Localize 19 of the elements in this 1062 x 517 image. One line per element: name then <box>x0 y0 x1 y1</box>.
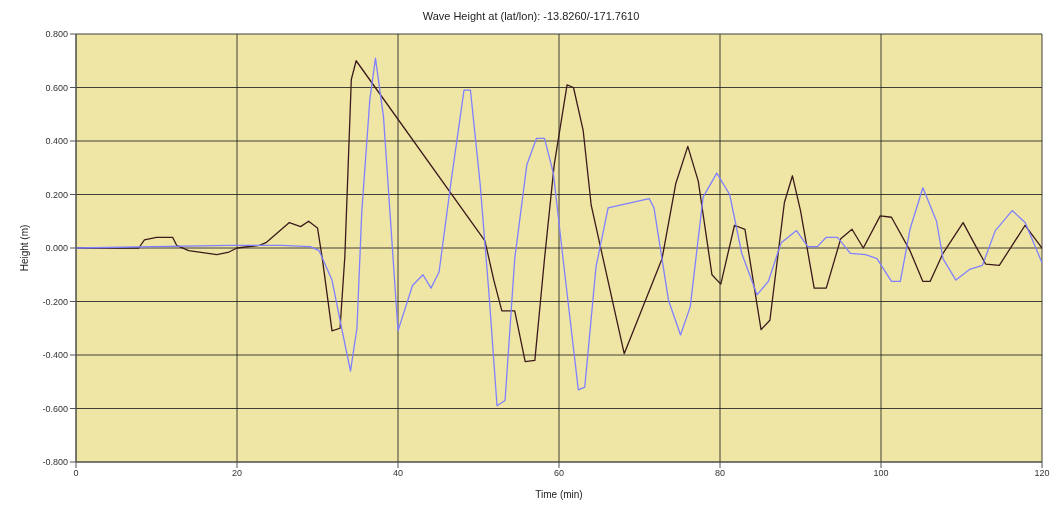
x-tick-label: 40 <box>392 468 404 479</box>
y-tick-label: -0.800 <box>42 457 68 468</box>
x-axis-title: Time (min) <box>535 489 583 500</box>
y-tick-label: -0.400 <box>42 350 68 361</box>
x-tick-label: 20 <box>231 468 243 479</box>
y-tick-label: 0.800 <box>45 29 68 40</box>
y-tick-label: -0.200 <box>42 296 68 307</box>
x-tick-label: 60 <box>553 468 565 479</box>
y-tick-label: -0.600 <box>42 403 68 414</box>
x-tick-label: 0 <box>73 468 79 479</box>
y-tick-label: 0.000 <box>45 243 68 254</box>
y-tick-label: 0.600 <box>45 82 68 93</box>
x-tick-label: 80 <box>714 468 726 479</box>
x-tick-label: 120 <box>1034 468 1050 479</box>
y-axis-title: Height (m) <box>18 224 30 272</box>
y-tick-label: 0.200 <box>45 189 68 200</box>
x-tick-label: 100 <box>873 468 889 479</box>
chart-title: Wave Height at (lat/lon): -13.8260/-171.7610 <box>421 9 641 24</box>
y-tick-label: 0.400 <box>45 136 68 147</box>
